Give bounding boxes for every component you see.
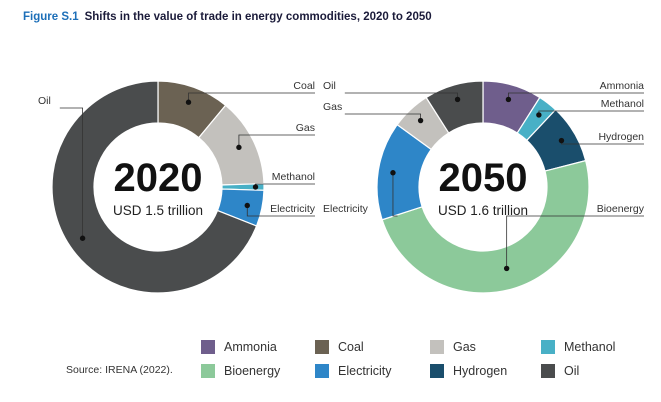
legend-item-oil: Oil xyxy=(541,364,579,378)
legend-swatch xyxy=(541,340,555,354)
legend-item-bioenergy: Bioenergy xyxy=(201,364,280,378)
leader-dot-2050-ammonia xyxy=(505,96,512,103)
legend-label: Coal xyxy=(338,340,364,354)
slice-label-2050-electricity: Electricity xyxy=(323,203,369,215)
year-label-2050: 2050 xyxy=(439,156,528,200)
slice-label-2020-gas: Gas xyxy=(296,122,315,134)
legend-label: Oil xyxy=(564,364,580,378)
leader-line-2020-oil xyxy=(59,107,84,239)
legend-item-electricity: Electricity xyxy=(315,364,391,378)
slice-label-2050-ammonia: Ammonia xyxy=(600,80,645,92)
slice-label-2020-oil: Oil xyxy=(38,95,51,107)
slice-2050-oil xyxy=(425,80,484,134)
leader-dot-2050-electricity xyxy=(390,170,396,176)
leader-dot-2020-coal xyxy=(185,99,192,105)
year-label-2020: 2020 xyxy=(114,156,203,200)
donut-2020: Coal Gas Methanol Electricity Oil 2020 USD 1.5… xyxy=(38,80,316,294)
slice-2050-bioenergy xyxy=(381,159,590,294)
legend-swatch xyxy=(430,364,444,378)
legend-label: Ammonia xyxy=(224,340,277,354)
legend-label: Bioenergy xyxy=(224,364,281,378)
leader-dot-2020-electricity xyxy=(244,202,250,209)
slice-label-2020-electricity: Electricity xyxy=(270,203,316,215)
slice-label-2050-bioenergy: Bioenergy xyxy=(597,203,645,215)
leader-dot-2050-hydrogen xyxy=(558,137,565,144)
leader-line-2020-gas xyxy=(238,134,315,148)
leader-dot-2020-oil xyxy=(79,235,86,241)
slice-label-2050-methanol: Methanol xyxy=(601,98,644,110)
legend-label: Methanol xyxy=(564,340,616,354)
legend-item-hydrogen: Hydrogen xyxy=(430,364,507,378)
legend-label: Hydrogen xyxy=(453,364,508,378)
slice-label-2050-oil: Oil xyxy=(323,80,336,92)
slice-label-2020-methanol: Methanol xyxy=(272,171,315,183)
total-label-2050: USD 1.6 trillion xyxy=(438,203,528,218)
legend-swatch xyxy=(315,364,329,378)
slice-label-2050-gas: Gas xyxy=(323,101,342,113)
legend-swatch xyxy=(541,364,555,378)
leader-dot-2050-gas xyxy=(417,117,424,124)
legend-swatch xyxy=(430,340,444,354)
leader-dot-2020-gas xyxy=(236,144,242,151)
legend-label: Gas xyxy=(453,340,476,354)
leader-line-2050-electricity xyxy=(392,172,398,217)
leader-dot-2050-methanol xyxy=(536,112,542,118)
legend-item-gas: Gas xyxy=(430,340,476,354)
slice-label-2050-hydrogen: Hydrogen xyxy=(598,131,644,143)
donut-2050: Ammonia Methanol Hydrogen Bioenergy Electric… xyxy=(323,80,645,294)
slice-label-2020-coal: Coal xyxy=(293,80,315,92)
leader-line-2020-coal xyxy=(188,92,315,103)
legend-swatch xyxy=(201,340,215,354)
leader-dot-2020-methanol xyxy=(252,184,259,190)
leader-dot-2050-bioenergy xyxy=(503,265,510,272)
source-note: Source: IRENA (2022). xyxy=(66,364,173,376)
leader-dot-2050-oil xyxy=(454,96,461,103)
legend-item-methanol: Methanol xyxy=(541,340,615,354)
legend-swatch xyxy=(201,364,215,378)
slice-2020-oil xyxy=(51,80,258,294)
figure-label: Figure S.1 xyxy=(23,11,79,23)
legend-swatch xyxy=(315,340,329,354)
figure-title-text: Shifts in the value of trade in energy c… xyxy=(84,11,432,23)
total-label-2020: USD 1.5 trillion xyxy=(113,203,203,218)
legend-item-ammonia: Ammonia xyxy=(201,340,277,354)
leader-line-2050-bioenergy xyxy=(506,215,644,269)
leader-line-2020-electricity xyxy=(246,205,315,217)
figure-title: Figure S.1 Shifts in the value of trade i… xyxy=(23,11,432,23)
legend-label: Electricity xyxy=(338,364,392,378)
legend-item-coal: Coal xyxy=(315,340,364,354)
